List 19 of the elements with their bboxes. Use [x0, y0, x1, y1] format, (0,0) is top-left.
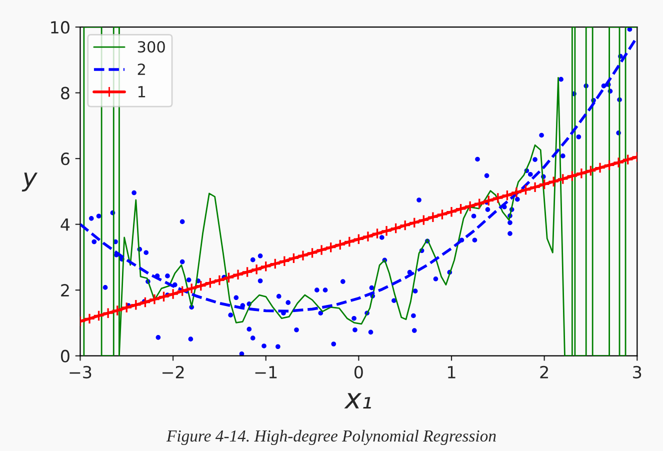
y-tick-label: 2 [61, 284, 69, 296]
x-axis-title: x₁ [344, 393, 371, 408]
x-tick-label: 3 [633, 366, 642, 378]
legend-label: 1 [138, 86, 146, 98]
y-axis-title: y [22, 172, 38, 192]
legend-label: 2 [138, 64, 145, 75]
x-tick-label: −3 [70, 366, 92, 378]
x-tick-label: 2 [540, 366, 548, 378]
y-tick-label: 0 [60, 350, 70, 362]
legend-label: 300 [138, 41, 165, 53]
y-tick-label: 4 [60, 218, 70, 231]
y-tick-label: 8 [61, 86, 70, 100]
x-tick-label: 1 [448, 366, 456, 378]
x-tick-label: −2 [162, 366, 184, 378]
x-tick-label: −1 [255, 366, 277, 378]
y-tick-label: 6 [61, 152, 70, 166]
y-tick-label: 10 [51, 21, 70, 34]
x-tick-label: 0 [354, 366, 363, 378]
caption: Figure 4-14. High-degree Polynomial Regression [166, 430, 496, 446]
